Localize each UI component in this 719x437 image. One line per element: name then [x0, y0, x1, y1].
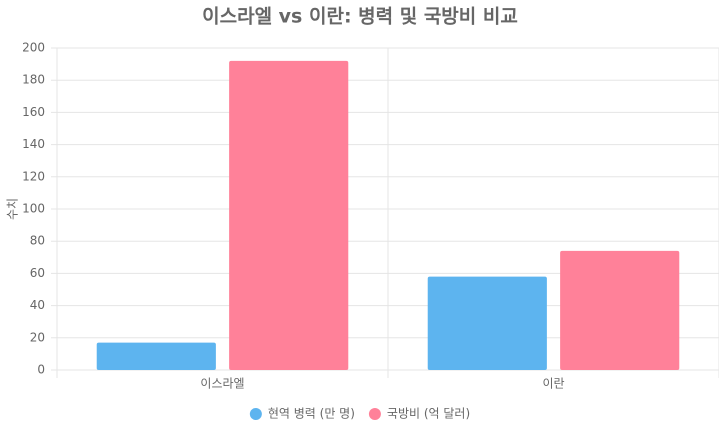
y-tick-label: 200 [22, 41, 45, 55]
y-tick-label: 180 [22, 73, 45, 87]
x-tick-label: 이란 [542, 377, 564, 391]
legend-label: 현역 병력 (만 명) [268, 407, 355, 421]
y-tick-label: 120 [22, 169, 45, 183]
legend-label: 국방비 (억 달러) [387, 407, 470, 421]
legend-marker [368, 408, 381, 420]
y-tick-label: 40 [30, 298, 45, 312]
y-tick-label: 80 [30, 234, 45, 248]
x-tick-label: 이스라엘 [200, 377, 244, 391]
bar [96, 342, 216, 370]
y-tick-label: 60 [30, 266, 45, 280]
bar [560, 250, 680, 370]
bar [229, 60, 349, 370]
y-tick-label: 100 [22, 202, 45, 216]
y-tick-label: 20 [30, 330, 45, 344]
chart-title: 이스라엘 vs 이란: 병력 및 국방비 비교 [202, 6, 518, 28]
y-tick-label: 140 [22, 137, 45, 151]
y-tick-label: 0 [37, 363, 45, 377]
y-axis-label: 수치 [6, 198, 20, 220]
y-tick-label: 160 [22, 105, 45, 119]
legend-marker [249, 408, 262, 420]
bar [427, 276, 547, 370]
